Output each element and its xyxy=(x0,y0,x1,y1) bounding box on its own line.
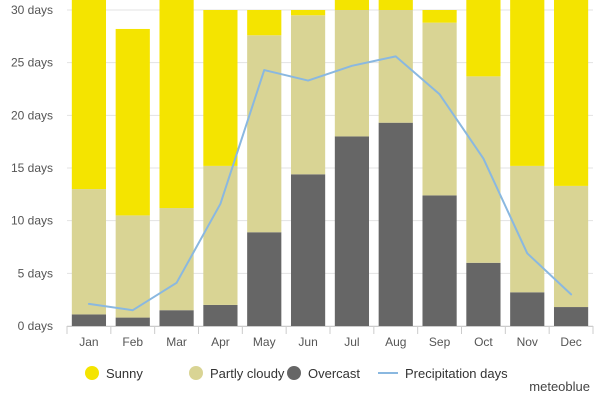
x-tick-label: Sep xyxy=(429,335,451,349)
bar-overcast xyxy=(553,307,589,326)
legend-label-sunny: Sunny xyxy=(106,366,143,381)
bar-sunny xyxy=(203,10,238,166)
bar-partly-cloudy xyxy=(159,208,194,311)
grid-lines xyxy=(67,9,593,327)
bar-sunny xyxy=(334,0,370,10)
y-tick-label: 10 days xyxy=(11,214,53,228)
bar-sunny xyxy=(422,10,457,23)
bar-sunny xyxy=(510,0,545,166)
bar-overcast xyxy=(203,304,238,326)
legend-label-partly-cloudy: Partly cloudy xyxy=(210,366,285,381)
bar-partly-cloudy xyxy=(203,165,238,305)
bar-partly-cloudy xyxy=(422,22,457,196)
bar-sunny xyxy=(378,0,413,10)
legend-swatch-overcast xyxy=(287,366,301,380)
x-tick-label: Feb xyxy=(122,335,143,349)
credit-label: meteoblue xyxy=(529,379,590,394)
x-tick-label: Mar xyxy=(166,335,187,349)
x-tick-label: Aug xyxy=(385,335,406,349)
y-tick-label: 25 days xyxy=(11,56,53,70)
bar-sunny xyxy=(115,28,150,216)
bars xyxy=(71,0,589,326)
bar-sunny xyxy=(71,0,107,190)
x-tick-label: Oct xyxy=(474,335,493,349)
precipitation-days-line xyxy=(87,55,573,312)
x-tick-label: May xyxy=(253,335,276,349)
legend-swatch-sunny xyxy=(85,366,99,380)
bar-overcast xyxy=(422,195,457,326)
bar-partly-cloudy xyxy=(290,15,326,175)
x-tick-label: Jan xyxy=(79,335,98,349)
bar-overcast xyxy=(334,136,370,326)
bar-overcast xyxy=(378,122,413,326)
bar-partly-cloudy xyxy=(334,10,370,137)
bar-overcast xyxy=(159,310,194,326)
y-tick-label: 0 days xyxy=(18,319,53,333)
bar-overcast xyxy=(510,292,545,326)
precipitation-line-layer xyxy=(87,55,573,312)
bar-partly-cloudy xyxy=(247,35,282,233)
y-tick-label: 5 days xyxy=(18,266,53,280)
y-tick-label: 15 days xyxy=(11,161,53,175)
x-tick-label: Nov xyxy=(517,335,538,349)
y-tick-label: 20 days xyxy=(11,108,53,122)
x-tick-label: Apr xyxy=(211,335,230,349)
bar-partly-cloudy xyxy=(71,189,107,315)
bar-sunny xyxy=(466,0,501,77)
y-tick-label: 30 days xyxy=(11,3,53,17)
legend: Sunny Partly cloudy Overcast Precipitation … xyxy=(85,366,508,381)
x-tick-label: Jul xyxy=(344,335,359,349)
bar-sunny xyxy=(247,10,282,36)
x-tick-label: Jun xyxy=(298,335,317,349)
legend-label-precipitation-days: Precipitation days xyxy=(405,366,508,381)
y-axis: 0 days 5 days 10 days 15 days 20 days 25 days… xyxy=(11,3,53,333)
bar-sunny xyxy=(553,0,589,186)
bar-sunny xyxy=(290,10,326,16)
legend-label-overcast: Overcast xyxy=(308,366,360,381)
x-tick-label: Dec xyxy=(560,335,581,349)
bar-partly-cloudy xyxy=(553,185,589,308)
bar-partly-cloudy xyxy=(115,215,150,318)
bar-sunny xyxy=(159,0,194,209)
bar-overcast xyxy=(290,174,326,326)
bar-overcast xyxy=(115,317,150,326)
x-axis: Jan Feb Mar Apr May Jun Jul Aug Sep Oct Nov Dec xyxy=(66,326,594,349)
bar-overcast xyxy=(466,262,501,326)
bar-overcast xyxy=(71,314,107,326)
bar-partly-cloudy xyxy=(466,76,501,263)
bar-overcast xyxy=(247,232,282,326)
legend-swatch-partly-cloudy xyxy=(189,366,203,380)
